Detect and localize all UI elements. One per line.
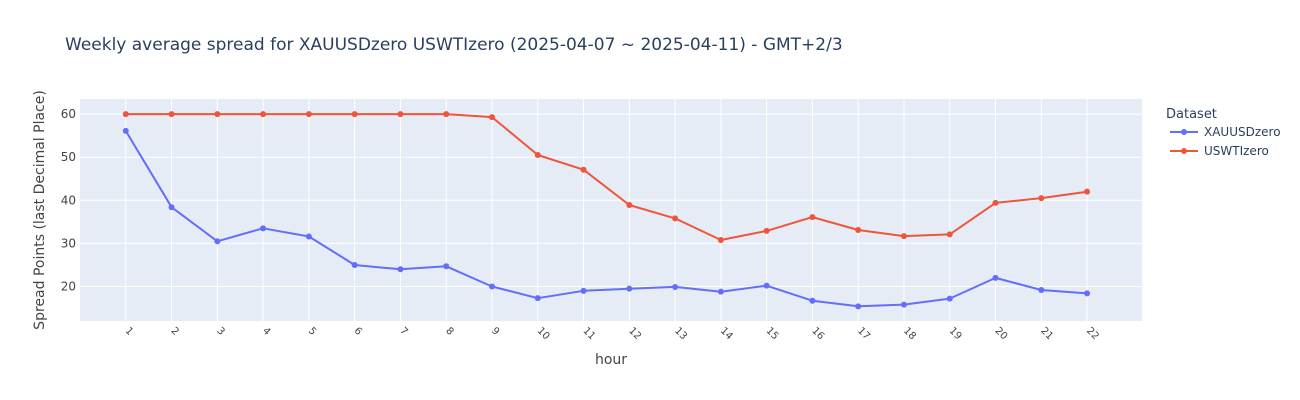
- x-tick-label-1: 1: [123, 325, 135, 337]
- data-point-USWTIzero-14[interactable]: [717, 236, 724, 243]
- x-tick-label-16: 16: [809, 325, 826, 342]
- x-tick-label-20: 20: [993, 325, 1010, 342]
- data-point-USWTIzero-9[interactable]: [488, 114, 495, 121]
- y-tick-label-40: 40: [61, 193, 76, 207]
- data-point-XAUUSDzero-20[interactable]: [992, 274, 999, 281]
- legend-marker-XAUUSDzero: [1181, 129, 1187, 135]
- data-point-USWTIzero-22[interactable]: [1084, 188, 1091, 195]
- y-tick-label-50: 50: [61, 150, 76, 164]
- data-point-XAUUSDzero-9[interactable]: [488, 283, 495, 290]
- data-point-XAUUSDzero-4[interactable]: [260, 225, 267, 232]
- x-tick-label-6: 6: [352, 325, 364, 337]
- data-point-XAUUSDzero-21[interactable]: [1038, 286, 1045, 293]
- data-point-USWTIzero-2[interactable]: [168, 111, 175, 118]
- data-point-USWTIzero-13[interactable]: [672, 215, 679, 222]
- x-tick-label-10: 10: [535, 325, 552, 342]
- chart-title: Weekly average spread for XAUUSDzero USW…: [65, 35, 843, 55]
- x-tick-label-22: 22: [1084, 325, 1101, 342]
- x-axis-title: hour: [595, 352, 627, 368]
- legend-item-XAUUSDzero[interactable]: XAUUSDzero: [1170, 125, 1281, 139]
- x-tick-label-19: 19: [947, 325, 964, 342]
- x-tick-label-12: 12: [626, 325, 643, 342]
- x-tick-label-7: 7: [397, 325, 409, 337]
- data-point-USWTIzero-5[interactable]: [305, 111, 312, 118]
- data-point-XAUUSDzero-1[interactable]: [122, 127, 129, 134]
- y-tick-label-20: 20: [61, 280, 76, 294]
- data-point-XAUUSDzero-5[interactable]: [305, 233, 312, 240]
- legend-label-XAUUSDzero: XAUUSDzero: [1204, 125, 1281, 139]
- data-point-USWTIzero-15[interactable]: [763, 227, 770, 234]
- data-point-USWTIzero-7[interactable]: [397, 111, 404, 118]
- data-point-XAUUSDzero-22[interactable]: [1084, 290, 1091, 297]
- x-tick-label-8: 8: [443, 325, 455, 337]
- data-point-USWTIzero-1[interactable]: [122, 111, 129, 118]
- y-tick-label-30: 30: [61, 236, 76, 250]
- data-point-XAUUSDzero-17[interactable]: [855, 303, 862, 310]
- data-point-XAUUSDzero-3[interactable]: [214, 238, 221, 245]
- data-point-USWTIzero-18[interactable]: [900, 233, 907, 240]
- data-point-USWTIzero-17[interactable]: [855, 227, 862, 234]
- y-tick-label-60: 60: [61, 107, 76, 121]
- x-tick-label-18: 18: [901, 325, 918, 342]
- legend-label-USWTIzero: USWTIzero: [1204, 144, 1269, 158]
- data-point-USWTIzero-12[interactable]: [626, 202, 633, 209]
- x-tick-label-3: 3: [214, 325, 226, 337]
- x-tick-label-13: 13: [672, 325, 689, 342]
- data-point-USWTIzero-4[interactable]: [260, 111, 267, 118]
- series-USWTIzero: [122, 111, 1091, 243]
- data-point-USWTIzero-21[interactable]: [1038, 195, 1045, 202]
- x-tick-label-21: 21: [1038, 325, 1055, 342]
- x-tick-label-15: 15: [764, 325, 781, 342]
- legend-marker-USWTIzero: [1181, 148, 1187, 154]
- series-XAUUSDzero: [122, 127, 1091, 310]
- x-tick-label-9: 9: [489, 325, 501, 337]
- data-point-USWTIzero-20[interactable]: [992, 199, 999, 206]
- series-line-USWTIzero: [125, 113, 1088, 241]
- data-point-XAUUSDzero-18[interactable]: [900, 301, 907, 308]
- x-axis-ticks: 1 2 3 4 5 6 7 8 9 10 11 12 13 14 15 16 17 18 19 20 21 22: [123, 325, 1101, 342]
- data-point-XAUUSDzero-10[interactable]: [534, 295, 541, 302]
- data-point-XAUUSDzero-11[interactable]: [580, 287, 587, 294]
- series-line-XAUUSDzero: [124, 130, 1088, 308]
- plot-area: [80, 99, 1142, 321]
- data-point-XAUUSDzero-15[interactable]: [763, 282, 770, 289]
- x-tick-label-17: 17: [855, 325, 872, 342]
- data-point-XAUUSDzero-2[interactable]: [168, 204, 175, 211]
- data-point-USWTIzero-8[interactable]: [443, 111, 450, 118]
- x-tick-label-11: 11: [581, 325, 598, 342]
- data-point-XAUUSDzero-8[interactable]: [443, 263, 450, 270]
- data-point-USWTIzero-6[interactable]: [351, 111, 358, 118]
- data-point-XAUUSDzero-7[interactable]: [397, 266, 404, 273]
- data-point-USWTIzero-11[interactable]: [580, 166, 587, 173]
- data-point-XAUUSDzero-6[interactable]: [351, 261, 358, 268]
- series-layer: [122, 111, 1091, 310]
- x-tick-label-5: 5: [306, 325, 318, 337]
- data-point-USWTIzero-19[interactable]: [946, 231, 953, 238]
- legend-title: Dataset: [1166, 107, 1217, 122]
- data-point-XAUUSDzero-14[interactable]: [717, 288, 724, 295]
- x-tick-label-14: 14: [718, 325, 735, 342]
- data-point-XAUUSDzero-13[interactable]: [672, 283, 679, 290]
- x-tick-label-2: 2: [169, 325, 181, 337]
- data-point-XAUUSDzero-12[interactable]: [626, 285, 633, 292]
- data-point-XAUUSDzero-19[interactable]: [946, 295, 953, 302]
- data-point-USWTIzero-16[interactable]: [809, 214, 816, 221]
- legend: Dataset XAUUSDzero USWTIzero: [1166, 107, 1281, 158]
- x-tick-label-4: 4: [260, 325, 272, 337]
- data-point-XAUUSDzero-16[interactable]: [809, 297, 816, 304]
- y-axis-title: Spread Points (last Decimal Place): [32, 90, 48, 330]
- y-axis-ticks: 20 30 40 50 60: [61, 107, 76, 293]
- data-point-USWTIzero-3[interactable]: [214, 111, 221, 118]
- legend-item-USWTIzero[interactable]: USWTIzero: [1170, 144, 1269, 158]
- data-point-USWTIzero-10[interactable]: [534, 152, 541, 159]
